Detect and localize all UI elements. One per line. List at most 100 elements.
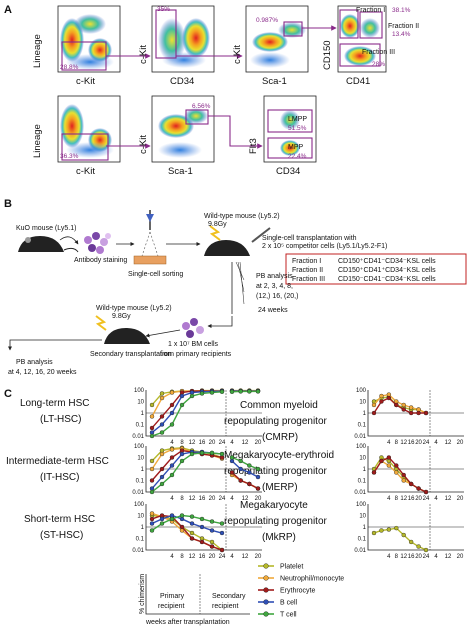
x-tick-label: 4: [170, 440, 174, 446]
series-point: [159, 422, 165, 427]
series-point: [394, 402, 399, 408]
series-line: [231, 471, 259, 490]
x-tick-label: 24: [219, 554, 226, 560]
y-tick-label: 100: [134, 388, 145, 394]
x-tick-label: 4: [387, 440, 391, 446]
x-tick-label: 4: [170, 554, 174, 560]
recipient-label: Wild-type mouse (Ly5.2): [204, 213, 280, 220]
series-point: [159, 466, 165, 472]
x-tick-label: 4: [434, 554, 438, 560]
legend-label: T cell: [280, 612, 297, 619]
x-tick-label: 4: [434, 440, 438, 446]
gate-pct: 0.987%: [256, 17, 278, 24]
x-tick-label: 8: [395, 496, 399, 502]
series-point: [179, 393, 185, 399]
x-axis-label: c-Kit: [76, 166, 95, 177]
series-point: [189, 536, 195, 541]
y-axis-label: Flt3: [248, 138, 259, 154]
series-point: [149, 511, 155, 516]
series-point: [149, 414, 155, 419]
secondary-label: Secondary: [212, 593, 246, 600]
series-point: [238, 478, 243, 483]
series-point: [371, 410, 377, 416]
series-point: [416, 486, 421, 491]
series-point: [149, 528, 155, 533]
facs-plot-b2: 6.56% c-Kit Sca-1: [138, 95, 215, 177]
x-tick-label: 16: [408, 440, 415, 446]
gate-pct: 35%: [157, 6, 170, 13]
series-point: [149, 489, 155, 495]
legend-marker: [263, 599, 269, 605]
series-point: [159, 481, 165, 487]
y-tick-label: 0.1: [358, 537, 367, 543]
series-point: [199, 516, 205, 522]
legend-label: B cell: [280, 600, 298, 607]
fraction-name: Fraction II: [292, 267, 323, 274]
series-point: [408, 539, 414, 545]
x-tick-label: 20: [209, 496, 216, 502]
x-tick-label: 12: [242, 440, 249, 446]
x-tick-label: 20: [209, 440, 216, 446]
chart-axes: [367, 446, 464, 493]
series-point: [394, 463, 399, 468]
series-point: [189, 521, 195, 526]
legend: Platelet Neutrophil/monocyte Erythrocyte B …: [258, 563, 344, 619]
legend-marker: [263, 575, 269, 581]
x-tick-label: 20: [415, 440, 422, 446]
series-point: [149, 433, 155, 439]
series-point: [219, 451, 225, 457]
series-point: [159, 414, 165, 419]
x-tick-label: 4: [170, 496, 174, 502]
pb-analysis-line: at 2, 3, 4, 8,: [256, 283, 293, 290]
series-point: [229, 389, 235, 394]
category-cmrp-abbr: (CMRP): [262, 432, 298, 443]
x-axis-label: CD34: [276, 166, 300, 177]
x-tick-label: 12: [445, 440, 452, 446]
pb-analysis-line: 24 weeks: [258, 307, 288, 314]
bm-source-label: from primary recipients: [160, 351, 232, 358]
series-point: [238, 389, 243, 394]
category-cmrp: Common myeloid: [240, 400, 318, 411]
category-it-hsc-abbr: (IT-HSC): [40, 472, 79, 483]
recipient-label: recipient: [158, 603, 185, 610]
facs-plot-b1: 36.3% Lineage c-Kit: [32, 95, 121, 177]
y-tick-label: 100: [134, 502, 145, 508]
fraction-table: Fraction I CD150⁺CD41⁻CD34⁻KSL cells Fra…: [285, 253, 467, 285]
series-point: [209, 539, 215, 545]
fraction-phenotype: CD150⁺CD41⁻CD34⁻KSL cells: [338, 258, 436, 265]
recipient-label-2: recipient: [212, 603, 239, 610]
x-tick-label: 20: [457, 440, 464, 446]
y-tick-label: 10: [137, 514, 144, 520]
series-point: [416, 544, 421, 549]
x-tick-label: 12: [242, 496, 249, 502]
x-tick-label: 8: [395, 440, 399, 446]
y-tick-label: 1: [363, 467, 367, 473]
series-point: [159, 391, 165, 396]
series-point: [169, 410, 175, 416]
series-point: [199, 450, 205, 456]
gate-pct: 6.56%: [192, 103, 211, 110]
gate-pct: 36.3%: [60, 153, 79, 160]
chart-axes: [367, 504, 464, 551]
series-point: [229, 455, 235, 460]
y-axis-label: c-Kit: [138, 135, 149, 154]
fraction-name: Fraction I: [292, 258, 321, 265]
dose-label: 9.8Gy: [112, 313, 131, 320]
y-tick-label: 10: [359, 456, 366, 462]
category-lt-hsc-abbr: (LT-HSC): [40, 414, 81, 425]
series-point: [229, 470, 235, 475]
series-point: [169, 455, 175, 460]
chart-axes: [145, 446, 262, 493]
x-tick-label: 24: [423, 440, 430, 446]
x-tick-label: 20: [415, 554, 422, 560]
series-point: [209, 450, 215, 456]
panel-label-a: A: [4, 4, 12, 16]
series-point: [401, 472, 406, 478]
series-point: [371, 530, 377, 536]
series-point: [189, 530, 195, 536]
x-tick-label: 24: [423, 496, 430, 502]
